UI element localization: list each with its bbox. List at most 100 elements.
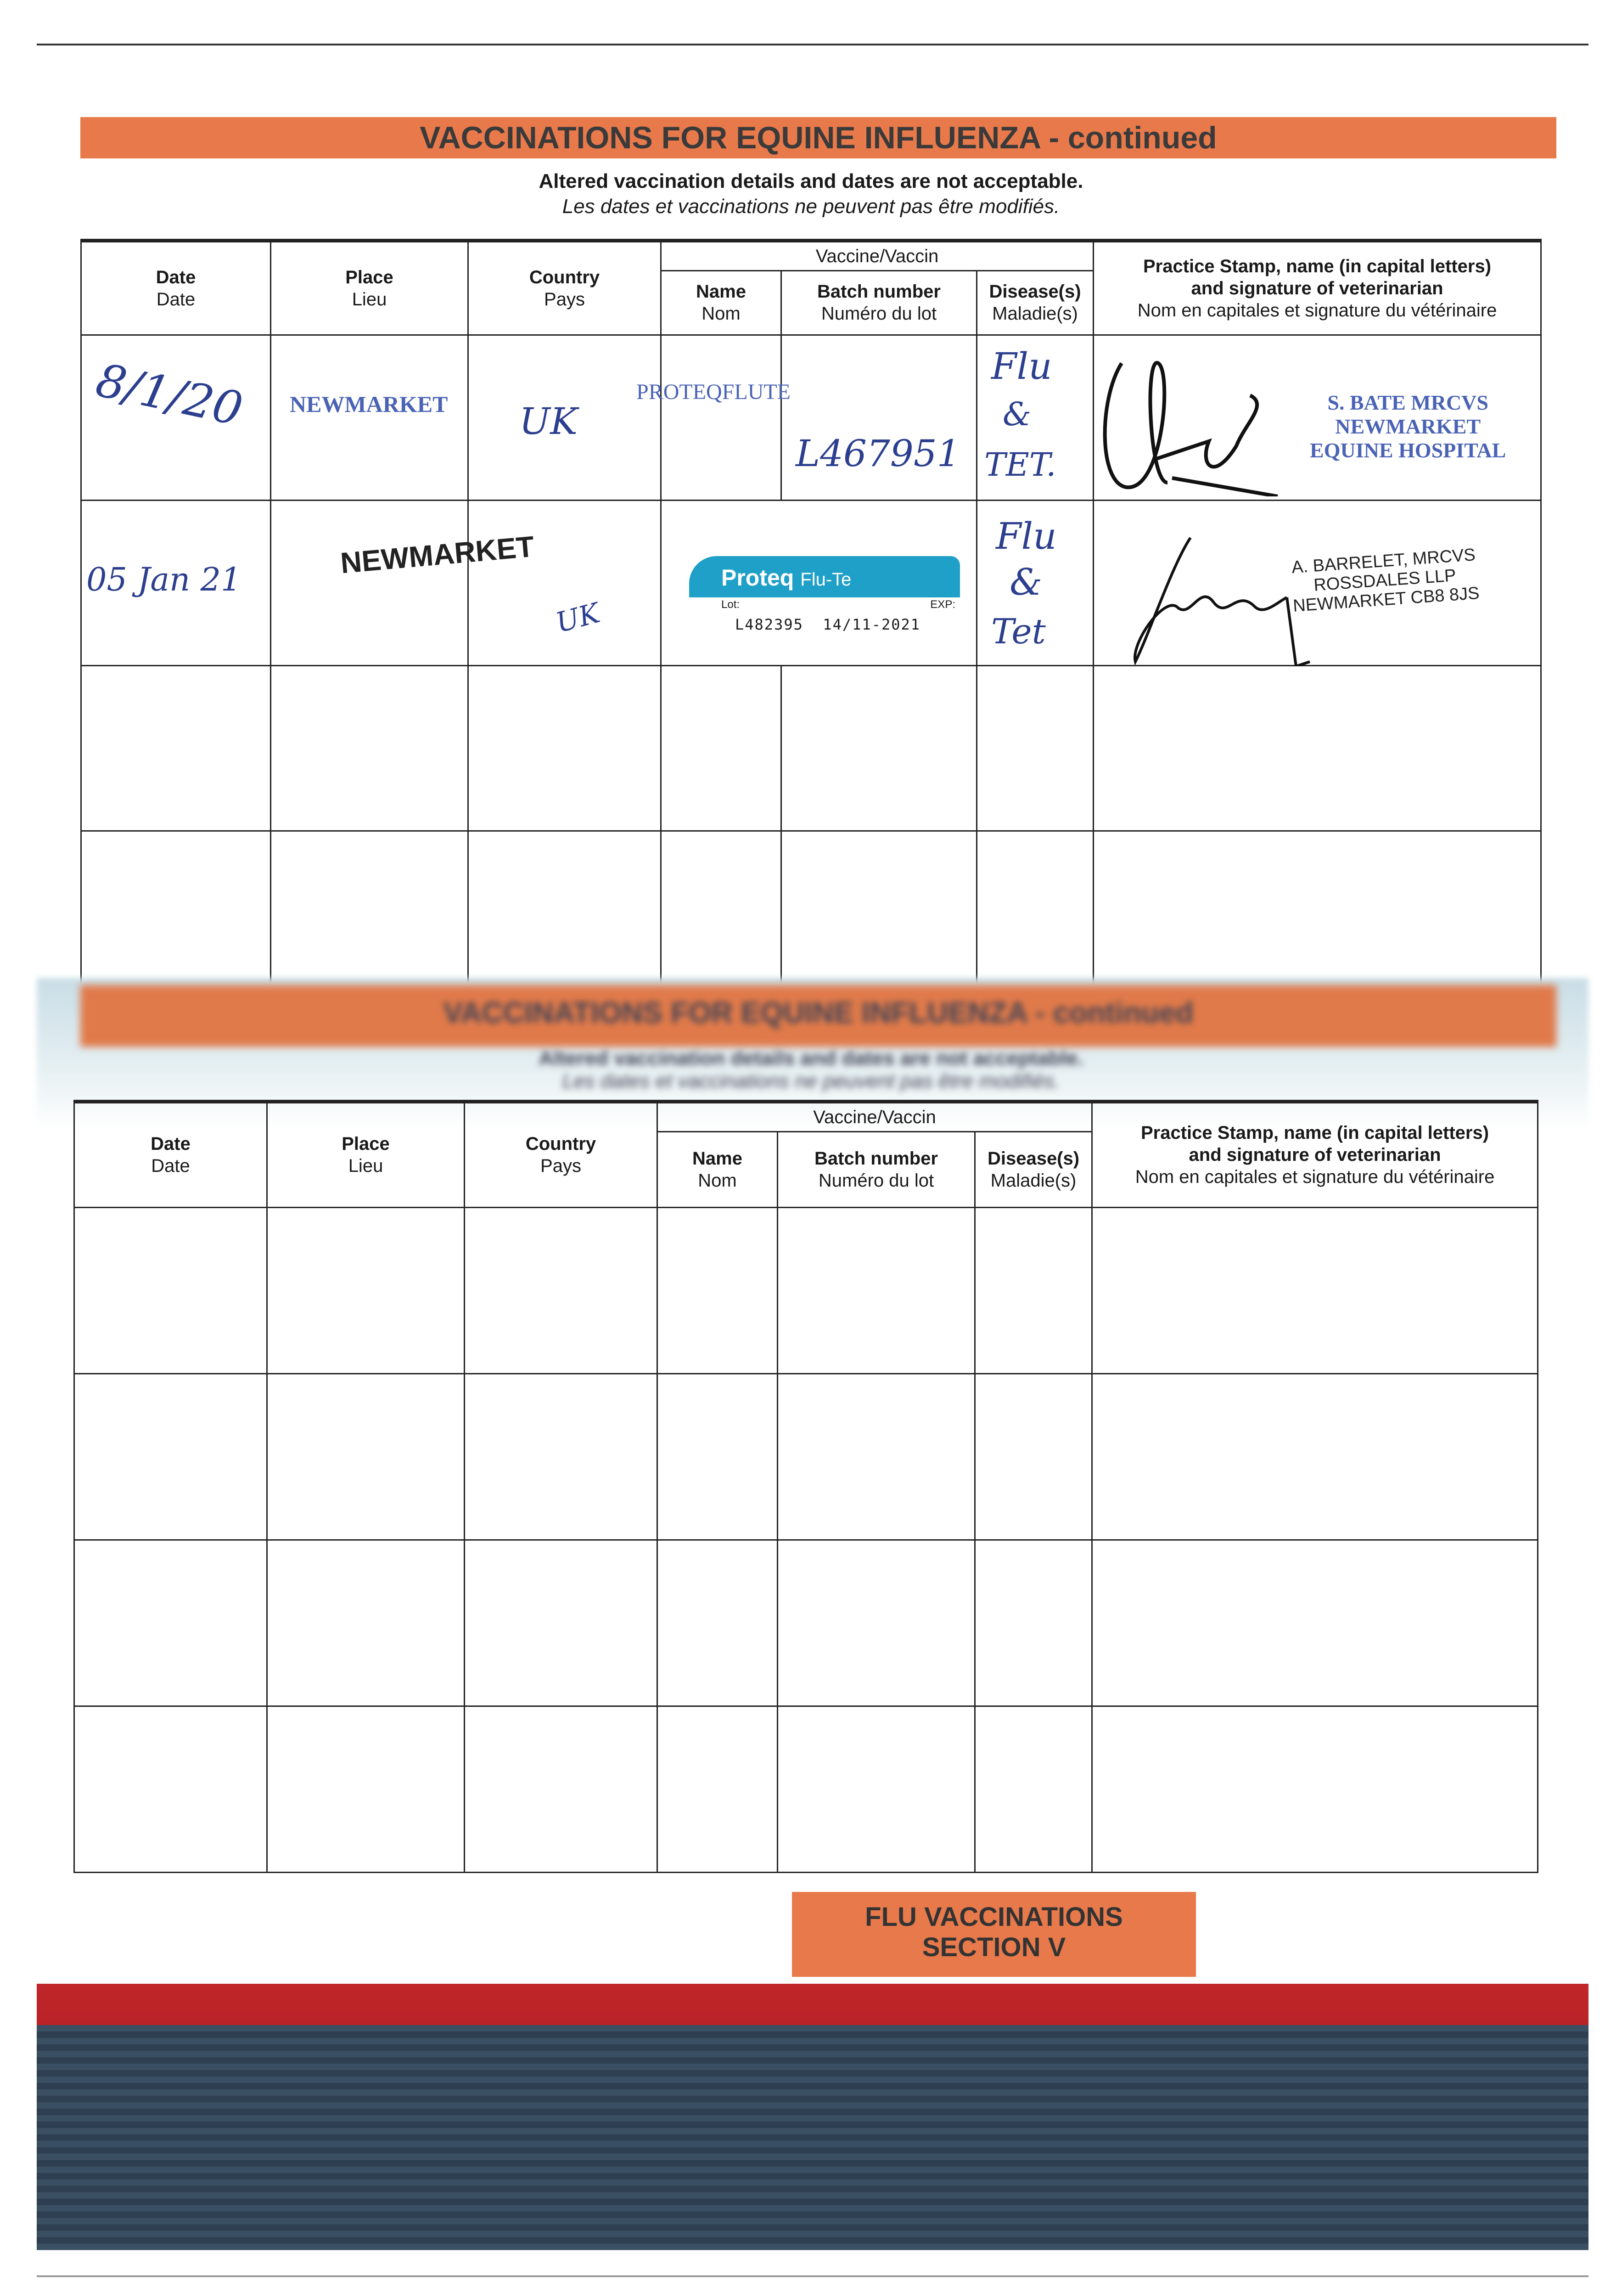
empty-cell [73, 1539, 268, 1707]
empty-cell [467, 830, 662, 997]
cell-vet-stamp: A. BARRELET, MRCVS ROSSDALES LLP NEWMARK… [1093, 499, 1542, 666]
cell-vaccine-label: Proteq Flu-Te Lot: EXP: L482395 14/11-20… [660, 499, 977, 666]
cell-batch: L467951 [780, 334, 977, 501]
empty-cell [777, 1206, 976, 1374]
empty-cell [976, 830, 1094, 997]
sticker-brand-name: Proteq [721, 564, 794, 591]
header-stamp: Practice Stamp, name (in capital letters… [1093, 239, 1542, 336]
entry-expiry: 14/11-2021 [823, 615, 921, 633]
vaccine-sticker: Proteq Flu-Te Lot: EXP: L482395 14/11-20… [689, 542, 960, 634]
header-disease-fr: Maladie(s) [992, 304, 1078, 324]
empty-cell [974, 1705, 1093, 1873]
header-country-en: Country [525, 1134, 596, 1154]
entry-date: 05 Jan 21 [86, 560, 241, 598]
table-row-empty [80, 664, 1542, 832]
header-disease-en: Disease(s) [987, 1148, 1080, 1169]
cell-country: UK [467, 499, 662, 666]
header-stamp-en-2: and signature of veterinarian [1191, 278, 1443, 298]
header-name-fr: Nom [698, 1170, 737, 1191]
empty-cell [467, 664, 662, 832]
header-date-fr: Date [156, 289, 196, 310]
bottom-rule [37, 2275, 1588, 2277]
header-country-fr: Pays [544, 289, 585, 310]
header-stamp-en-2: and signature of veterinarian [1189, 1145, 1441, 1165]
entry-vaccine-name: PROTEQFLUTE [636, 379, 791, 404]
vaccination-table-2: Date Date Place Lieu Country Pays Vaccine/V… [73, 1100, 1539, 1873]
header-name: Name Nom [657, 1131, 778, 1208]
empty-cell [974, 1539, 1093, 1707]
table-row-empty [73, 1539, 1539, 1707]
sticker-product: Flu-Te [800, 569, 852, 590]
empty-cell [657, 1705, 778, 1873]
empty-cell [266, 1206, 465, 1374]
empty-cell [1093, 830, 1542, 997]
entry-date: 8/1/20 [91, 353, 247, 436]
table-row-empty [73, 1373, 1539, 1541]
cell-date: 8/1/20 [80, 334, 271, 501]
header-name-en: Name [696, 281, 746, 302]
header-date: Date Date [80, 239, 271, 336]
header-country-fr: Pays [540, 1156, 581, 1176]
header-place-en: Place [345, 267, 393, 287]
section-banner: VACCINATIONS FOR EQUINE INFLUENZA - cont… [80, 117, 1556, 158]
entry-disease-1: Flu [996, 514, 1057, 557]
empty-cell [266, 1373, 465, 1541]
header-place: Place Lieu [266, 1100, 465, 1208]
banner-title-blurred-text: VACCINATIONS FOR EQUINE INFLUENZA - cont… [443, 996, 1194, 1029]
table-row: 8/1/20 NEWMARKET UK PROTEQFLUTE L467951 … [80, 334, 1542, 501]
header-place-fr: Lieu [352, 289, 387, 310]
cell-place: NEWMARKET [270, 499, 535, 666]
section-banner-blurred [80, 985, 1556, 1047]
header-batch: Batch number Numéro du lot [780, 270, 977, 336]
section-label-line2: SECTION V [922, 1932, 1066, 1962]
sticker-brand: Proteq Flu-Te [721, 564, 851, 591]
header-batch-fr: Numéro du lot [821, 304, 937, 324]
header-name: Name Nom [660, 270, 782, 336]
empty-cell [777, 1373, 976, 1541]
empty-cell [73, 1206, 268, 1374]
entry-disease-1: Flu [991, 344, 1052, 388]
empty-cell [266, 1705, 465, 1873]
empty-cell [657, 1539, 778, 1707]
header-stamp: Practice Stamp, name (in capital letters… [1091, 1100, 1539, 1208]
header-date: Date Date [73, 1100, 268, 1208]
entry-country: UK [519, 400, 578, 443]
table-header: Date Date Place Lieu Country Pays Vaccine/V… [80, 239, 1542, 336]
header-vaccine-label: Vaccine/Vaccin [813, 1107, 936, 1127]
table-row-empty [73, 1206, 1539, 1374]
header-batch: Batch number Numéro du lot [777, 1131, 976, 1208]
notice-en: Altered vaccination details and dates ar… [539, 170, 1083, 192]
entry-batch: L467951 [796, 432, 960, 475]
header-vaccine-label: Vaccine/Vaccin [815, 246, 939, 266]
empty-cell [464, 1539, 658, 1707]
header-stamp-en-1: Practice Stamp, name (in capital letters… [1141, 1123, 1489, 1143]
header-stamp-fr: Nom en capitales et signature du vétérin… [1137, 300, 1497, 321]
entry-disease-2: & [1010, 560, 1043, 603]
header-disease: Disease(s) Maladie(s) [974, 1131, 1093, 1208]
header-disease: Disease(s) Maladie(s) [976, 270, 1094, 336]
header-date-en: Date [156, 267, 196, 287]
empty-cell [1091, 1373, 1539, 1541]
banner-title-blurred: VACCINATIONS FOR EQUINE INFLUENZA - cont… [80, 992, 1556, 1033]
header-name-fr: Nom [702, 304, 741, 324]
empty-cell [270, 830, 469, 997]
header-vaccine: Vaccine/Vaccin [656, 1100, 1093, 1132]
header-batch-en: Batch number [814, 1148, 938, 1169]
banner-title: VACCINATIONS FOR EQUINE INFLUENZA - cont… [420, 120, 1217, 155]
entry-batch: L482395 [735, 615, 803, 633]
sticker-exp-label: EXP: [930, 598, 955, 611]
empty-cell [974, 1373, 1093, 1541]
header-place-en: Place [342, 1134, 390, 1154]
sticker-lot-label: Lot: [721, 598, 740, 611]
empty-cell [73, 1705, 268, 1873]
cell-disease: Flu & Tet [976, 499, 1094, 666]
header-country-en: Country [529, 267, 600, 287]
table-row-empty [73, 1705, 1539, 1873]
header-place: Place Lieu [270, 239, 469, 336]
header-stamp-en-1: Practice Stamp, name (in capital letters… [1143, 256, 1492, 276]
table-row-empty [80, 830, 1542, 997]
entry-disease-3: TET. [984, 445, 1056, 484]
empty-cell [266, 1539, 465, 1707]
cell-name: PROTEQFLUTE [636, 334, 791, 501]
cell-place: NEWMARKET [270, 334, 469, 501]
